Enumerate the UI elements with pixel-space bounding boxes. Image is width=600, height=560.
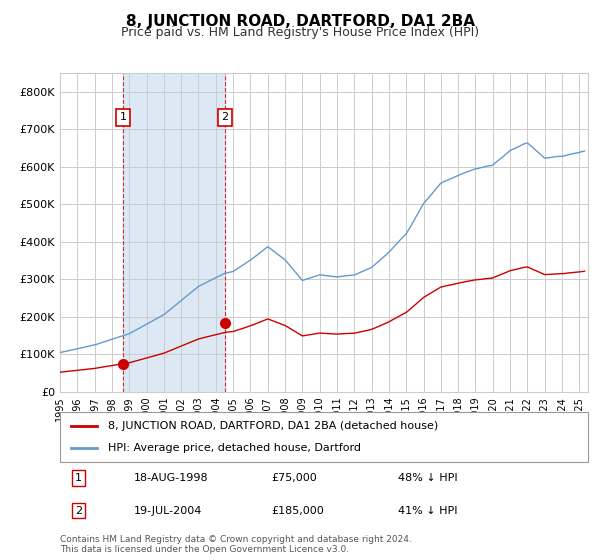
Text: Price paid vs. HM Land Registry's House Price Index (HPI): Price paid vs. HM Land Registry's House … [121, 26, 479, 39]
Text: 1: 1 [119, 113, 127, 123]
FancyBboxPatch shape [60, 412, 588, 462]
Text: 19-JUL-2004: 19-JUL-2004 [134, 506, 202, 516]
Text: £185,000: £185,000 [271, 506, 324, 516]
Text: 8, JUNCTION ROAD, DARTFORD, DA1 2BA (detached house): 8, JUNCTION ROAD, DARTFORD, DA1 2BA (det… [107, 421, 438, 431]
Text: 48% ↓ HPI: 48% ↓ HPI [398, 473, 458, 483]
Text: 41% ↓ HPI: 41% ↓ HPI [398, 506, 457, 516]
Text: £75,000: £75,000 [271, 473, 317, 483]
Text: 8, JUNCTION ROAD, DARTFORD, DA1 2BA: 8, JUNCTION ROAD, DARTFORD, DA1 2BA [125, 14, 475, 29]
Text: 2: 2 [75, 506, 82, 516]
Text: 2: 2 [221, 113, 229, 123]
Bar [123, 73, 225, 392]
Text: Contains HM Land Registry data © Crown copyright and database right 2024.
This d: Contains HM Land Registry data © Crown c… [60, 535, 412, 554]
Text: 18-AUG-1998: 18-AUG-1998 [134, 473, 209, 483]
Text: HPI: Average price, detached house, Dartford: HPI: Average price, detached house, Dart… [107, 443, 361, 453]
Text: 1: 1 [75, 473, 82, 483]
